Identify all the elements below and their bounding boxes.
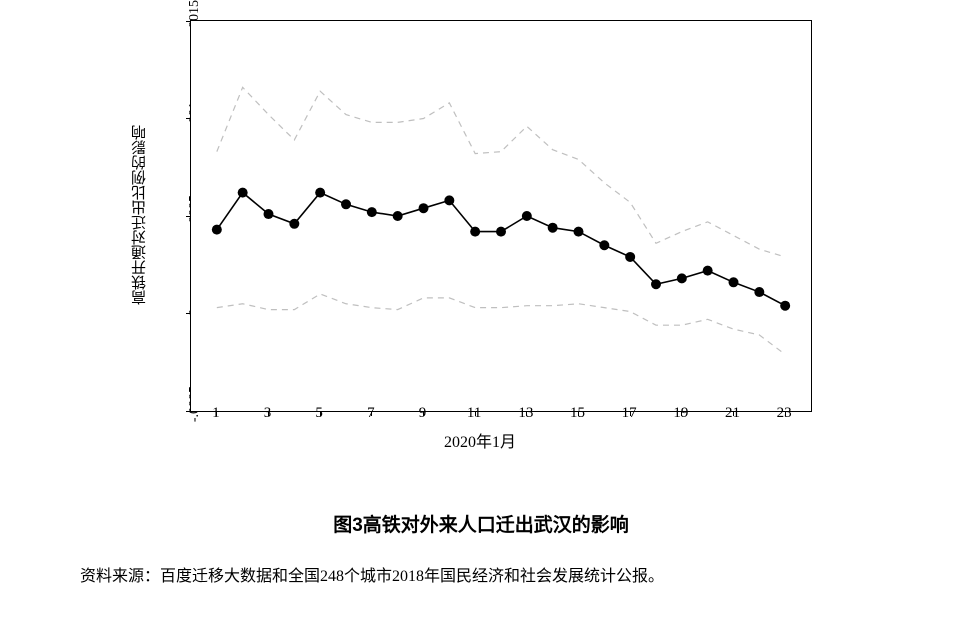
chart-svg [191, 21, 811, 411]
y-tick-mark [186, 313, 191, 314]
x-tick-label: 21 [725, 405, 740, 422]
y-axis-label: 高铁开通对迁出比例的影响 [130, 10, 150, 420]
x-tick-label: 3 [264, 405, 272, 422]
figure-caption: 图3高铁对外来人口迁出武汉的影响 [0, 510, 962, 537]
x-tick-label: 1 [212, 405, 220, 422]
x-tick-label: 13 [518, 405, 533, 422]
x-tick-label: 15 [570, 405, 585, 422]
y-tick-mark [186, 21, 191, 22]
x-tick-label: 17 [622, 405, 637, 422]
plot-area [190, 20, 812, 412]
x-axis-label: 2020年1月 [130, 428, 830, 452]
source-text: 百度迁移大数据和全国248个城市2018年国民经济和社会发展统计公报。 [160, 568, 664, 585]
y-tick-mark [186, 216, 191, 217]
figure-container: 高铁开通对迁出比例的影响 -.00050.0005.001.0015 13579… [130, 10, 830, 460]
source-line: 资料来源：百度迁移大数据和全国248个城市2018年国民经济和社会发展统计公报。 [80, 562, 664, 586]
x-tick-label: 23 [777, 405, 792, 422]
x-tick-label: 5 [315, 405, 323, 422]
x-tick-label: 7 [367, 405, 375, 422]
y-tick-mark [186, 411, 191, 412]
x-tick-label: 11 [467, 405, 481, 422]
source-prefix: 资料来源： [80, 568, 160, 585]
x-tick-label: 9 [419, 405, 427, 422]
y-tick-mark [186, 118, 191, 119]
x-tick-label: 19 [673, 405, 688, 422]
